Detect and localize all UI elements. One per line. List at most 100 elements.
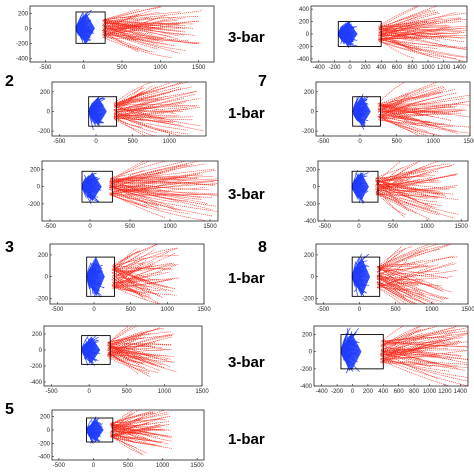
outer-trajectory — [110, 435, 156, 442]
outer-trajectory — [112, 265, 153, 284]
x-tick-label: -500 — [53, 139, 66, 145]
outer-trajectory — [113, 117, 169, 124]
outer-trajectory — [107, 341, 129, 355]
subject-number-8: 8 — [258, 239, 267, 256]
outer-trajectory — [377, 284, 419, 287]
y-tick-label: -400 — [300, 384, 313, 390]
outer-trajectory — [380, 341, 418, 346]
outer-trajectory — [380, 82, 439, 104]
outer-trajectory — [377, 168, 426, 182]
x-tick-label: -500 — [53, 463, 66, 469]
outer-trajectory — [380, 358, 468, 386]
outer-trajectory — [109, 174, 196, 188]
target-box — [352, 96, 381, 127]
outer-trajectory — [376, 276, 427, 304]
outer-trajectory — [111, 178, 215, 186]
outer-trajectory — [110, 188, 218, 195]
outer-trajectory — [112, 275, 147, 301]
outer-trajectory — [114, 111, 147, 118]
outer-trajectory — [113, 252, 176, 281]
outer-trajectory — [110, 432, 162, 447]
trajectory-group — [86, 410, 173, 456]
outer-trajectory — [107, 327, 164, 347]
inner-trajectory — [88, 98, 105, 112]
outer-trajectory — [375, 180, 445, 196]
x-tick-label: 1500 — [195, 389, 209, 395]
axes-frame — [49, 243, 205, 305]
x-tick-label: 500 — [122, 389, 133, 395]
outer-trajectory — [378, 38, 439, 49]
x-tick-label: -400 — [316, 389, 329, 395]
outer-trajectory — [110, 176, 178, 184]
x-tick-label: 1500 — [455, 224, 469, 230]
outer-trajectory — [379, 248, 441, 269]
outer-trajectory — [377, 187, 459, 215]
outer-trajectory — [108, 351, 168, 357]
outer-trajectory — [109, 185, 202, 199]
outer-trajectory — [108, 342, 172, 345]
plot-panel-R3: -500 0 500 1000 1500 200 0 -200 — [290, 240, 474, 316]
outer-trajectory — [113, 260, 147, 287]
outer-trajectory — [110, 436, 156, 446]
outer-trajectory — [108, 341, 170, 351]
y-tick-label: -200 — [38, 441, 51, 447]
outer-trajectory — [114, 90, 159, 106]
x-tick-label: 600 — [392, 65, 403, 71]
outer-trajectory — [112, 265, 168, 288]
outer-trajectory — [377, 262, 415, 268]
outer-trajectory — [377, 105, 436, 124]
outer-trajectory — [380, 23, 418, 42]
outer-trajectory — [114, 279, 162, 292]
outer-trajectory — [110, 161, 187, 179]
outer-trajectory — [111, 183, 218, 192]
outer-trajectory — [380, 343, 459, 357]
outer-trajectory — [112, 282, 151, 296]
outer-trajectory — [108, 354, 168, 361]
y-tick-label: 200 — [18, 11, 29, 17]
outer-trajectory — [114, 102, 201, 126]
outer-trajectory — [377, 244, 440, 268]
outer-trajectory — [375, 176, 433, 186]
outer-trajectory — [379, 85, 444, 110]
outer-trajectory — [380, 354, 441, 357]
y-tick-label: -200 — [30, 364, 43, 370]
outer-trajectory — [114, 277, 163, 298]
outer-trajectory — [109, 336, 173, 358]
outer-trajectory — [109, 346, 163, 349]
outer-trajectory — [115, 114, 184, 136]
outer-trajectory — [115, 113, 204, 132]
outer-trajectory — [379, 114, 446, 119]
plot-panel-L5: -500 0 500 1000 1500 200 0 -200 -400 — [26, 406, 208, 472]
x-tick-label: 800 — [407, 65, 418, 71]
axes-frame — [29, 5, 215, 63]
outer-trajectory — [376, 271, 406, 299]
x-tick-label: 1400 — [453, 65, 467, 71]
trajectory-group — [337, 6, 467, 62]
outer-trajectory — [380, 107, 420, 113]
trajectory-group — [340, 326, 468, 386]
x-tick-label: -500 — [51, 307, 64, 313]
outer-trajectory — [380, 116, 438, 126]
x-tick-label: 1000 — [420, 224, 434, 230]
outer-trajectory — [377, 184, 421, 191]
outer-trajectory — [114, 86, 157, 108]
outer-trajectory — [375, 193, 455, 219]
outer-trajectory — [103, 37, 173, 59]
outer-trajectory — [382, 357, 468, 378]
x-tick-label: -500 — [44, 224, 57, 230]
x-tick-label: 1500 — [203, 224, 217, 230]
outer-trajectory — [377, 170, 427, 183]
x-tick-label: 1400 — [454, 389, 468, 395]
x-tick-label: 1200 — [438, 389, 452, 395]
y-tick-label: -200 — [38, 129, 51, 135]
outer-trajectory — [110, 431, 142, 435]
outer-trajectory — [377, 267, 408, 278]
y-tick-label: -200 — [36, 297, 49, 303]
condition-label-3-bar: 3-bar — [228, 29, 265, 46]
outer-trajectory — [112, 277, 177, 289]
outer-trajectory — [102, 19, 154, 36]
y-tick-label: 200 — [30, 168, 41, 174]
